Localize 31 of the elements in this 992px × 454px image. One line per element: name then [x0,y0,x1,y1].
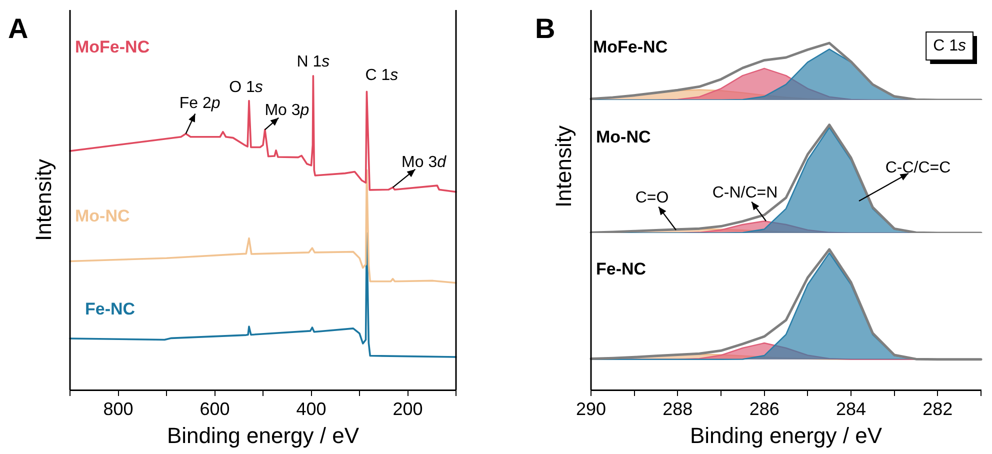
annotation: C-C/C=C [885,159,951,176]
annotation: O 1s [229,79,263,96]
annotation: Mo 3d [402,154,448,171]
x-tick-label: 284 [836,398,866,419]
text: Mo-NC [596,128,651,147]
annotation: C 1s [933,37,966,54]
annotation: C-N/C=N [712,184,778,202]
x-tick-label: 400 [296,398,326,419]
x-tick-label: 290 [576,398,606,419]
x-axis-title: Binding energy / eV [690,422,882,448]
y-axis-title: Intensity [551,126,576,208]
annotation: C 1s [365,67,398,84]
series-label: Fe-NC [85,300,136,319]
text: MoFe-NC [593,38,668,57]
annotation: Mo 3p [264,102,310,120]
chart-title: B [535,13,556,44]
series-label: Mo-NC [75,206,130,226]
text: MoFe-NC [75,38,150,57]
x-tick-label: 286 [749,398,780,419]
x-tick-label: 282 [922,398,953,419]
annotation: Fe 2p [179,95,220,112]
y-axis-title: Intensity [31,159,56,241]
x-tick-label: 288 [662,398,693,419]
x-axis-title: Binding energy / eV [166,422,360,448]
x-tick-label: 200 [392,398,423,419]
annotation: N 1s [296,53,330,70]
chart-title: A [8,13,28,44]
annotation: C=O [635,189,669,206]
x-tick-label: 800 [103,398,134,419]
text: Fe-NC [596,260,646,279]
x-tick-label: 600 [200,398,230,419]
